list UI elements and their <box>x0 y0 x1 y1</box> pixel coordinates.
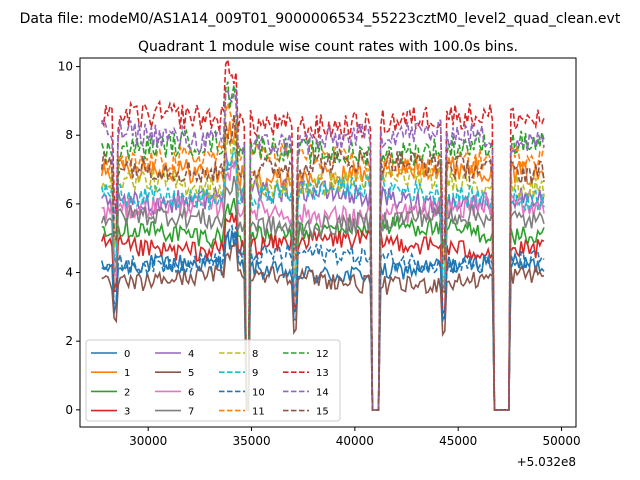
y-tick-label: 6 <box>65 197 73 211</box>
legend-label-15: 15 <box>316 407 329 418</box>
y-tick-label: 10 <box>58 60 73 74</box>
legend-label-11: 11 <box>252 407 265 418</box>
legend-label-9: 9 <box>252 368 258 379</box>
legend-label-5: 5 <box>188 368 194 379</box>
x-tick-label: 45000 <box>439 434 477 448</box>
legend-label-6: 6 <box>188 387 194 398</box>
x-axis: 30000 35000 40000 45000 50000 <box>129 427 581 448</box>
y-axis: 0 2 4 6 8 10 <box>58 60 80 417</box>
legend-label-4: 4 <box>188 349 194 360</box>
x-tick-label: 35000 <box>232 434 270 448</box>
series-line-10 <box>101 223 545 411</box>
plot-frame <box>79 57 577 428</box>
y-tick-label: 0 <box>65 403 73 417</box>
plot-area <box>100 56 545 411</box>
y-tick-label: 8 <box>65 128 73 142</box>
legend-label-2: 2 <box>124 387 130 398</box>
legend-label-3: 3 <box>124 407 130 418</box>
series-line-11 <box>101 100 545 411</box>
series-line-15 <box>100 114 545 411</box>
y-tick-label: 2 <box>65 334 73 348</box>
legend-label-14: 14 <box>316 387 329 398</box>
series-line-12 <box>100 81 545 411</box>
x-offset-label: +5.032e8 <box>517 455 576 469</box>
legend-label-0: 0 <box>124 349 130 360</box>
legend-label-1: 1 <box>124 368 130 379</box>
series-line-9 <box>100 147 545 411</box>
series-line-14 <box>100 88 545 411</box>
legend-label-7: 7 <box>188 407 194 418</box>
series-line-3 <box>100 212 545 411</box>
x-tick-label: 30000 <box>129 434 167 448</box>
x-tick-label: 40000 <box>336 434 374 448</box>
series-line-5 <box>101 239 545 411</box>
series-line-7 <box>100 175 545 411</box>
legend-label-10: 10 <box>252 387 265 398</box>
x-tick-label: 50000 <box>542 434 580 448</box>
chart-title: Quadrant 1 module wise count rates with … <box>138 39 518 55</box>
legend-label-12: 12 <box>316 349 329 360</box>
legend-label-13: 13 <box>316 368 329 379</box>
legend-box <box>85 339 341 422</box>
legend-label-8: 8 <box>252 349 258 360</box>
y-tick-label: 4 <box>65 266 73 280</box>
chart-suptitle: Data file: modeM0/AS1A14_009T01_90000065… <box>20 11 621 27</box>
